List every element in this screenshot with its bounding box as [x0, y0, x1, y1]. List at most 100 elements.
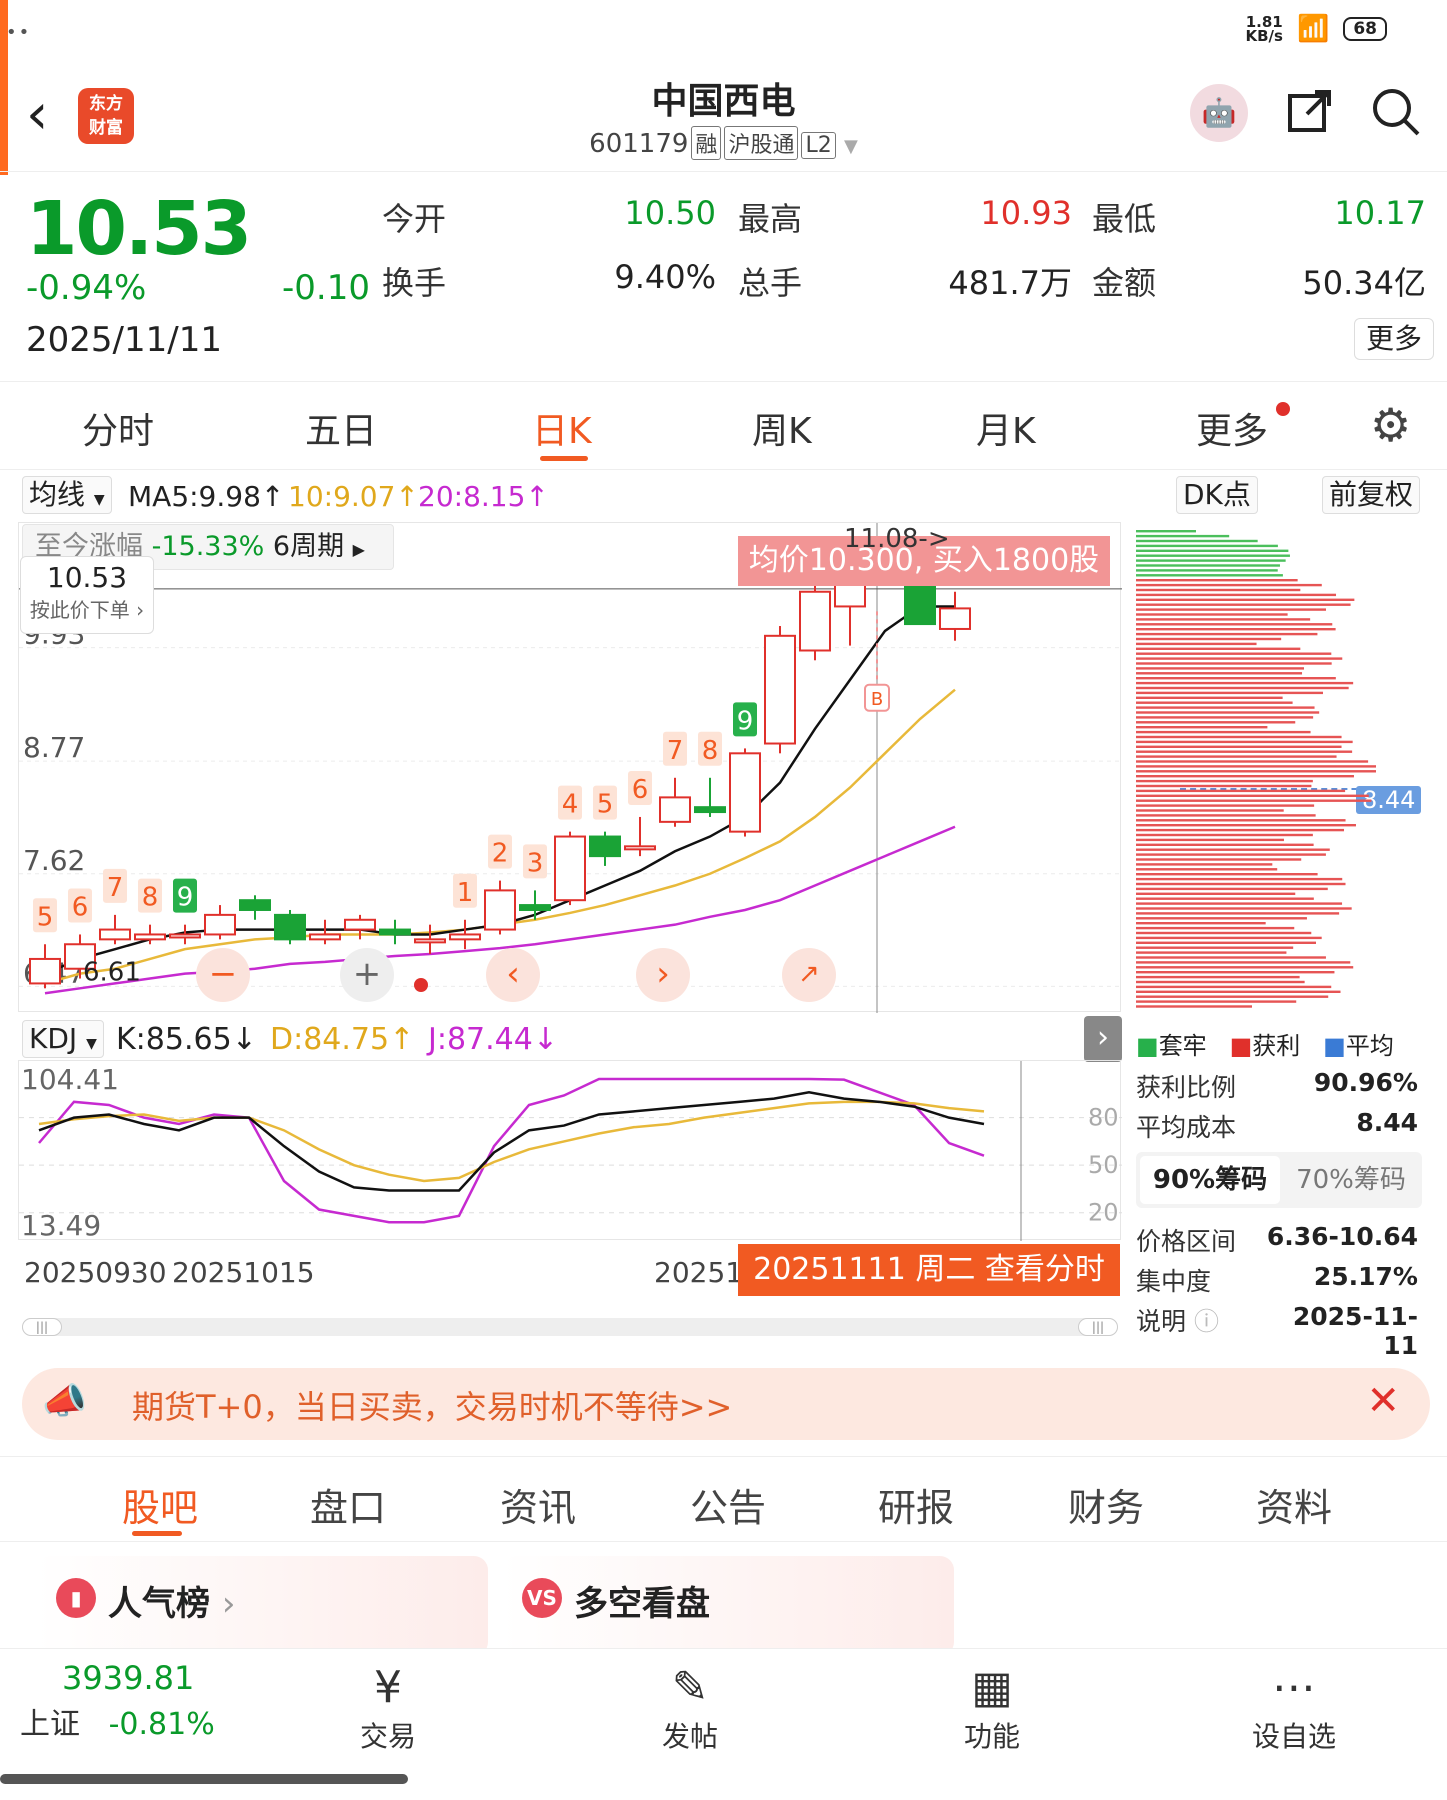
nav-functions[interactable]: ▦ 功能	[922, 1661, 1062, 1755]
chip-bar	[1136, 887, 1328, 891]
view-intraday-bar[interactable]: 20251111 周二 查看分时 >	[738, 1244, 1120, 1339]
content-tabs: 股吧 盘口 资讯 公告 研报 财务 资料	[0, 1456, 1447, 1542]
fullscreen-icon[interactable]: ↗	[782, 948, 836, 1002]
tab-more[interactable]: 更多	[1196, 411, 1269, 452]
ma20-value: 20:8.15↑	[418, 480, 549, 513]
candle	[799, 547, 831, 661]
chip-bar	[1136, 779, 1313, 783]
scroll-handle-left[interactable]: |||	[22, 1318, 62, 1336]
sequence-marker-label: 7	[107, 873, 124, 903]
chip-bar	[1136, 618, 1311, 621]
stock-code-row[interactable]: 601179 融沪股通 L2 ▼	[0, 126, 1447, 160]
chip-bar	[1136, 760, 1369, 763]
chip-bar	[1136, 1005, 1253, 1008]
zoom-in-icon[interactable]: +	[340, 948, 394, 1002]
sequence-marker-label: 8	[702, 736, 719, 766]
sequence-marker-bg	[733, 702, 757, 737]
chip-tab-70[interactable]: 70%筹码	[1296, 1165, 1406, 1195]
kdj-min-label: 13.49	[21, 1209, 101, 1241]
share-icon[interactable]	[1285, 86, 1335, 147]
kline-svg[interactable]: 9.938.777.626.4756789123456789B6.61	[19, 523, 1122, 1013]
ma10-value: 10:9.07↑	[288, 480, 419, 513]
chip-bar	[1136, 907, 1352, 910]
sequence-marker-label: 6	[72, 892, 89, 922]
close-icon[interactable]: ✕	[1366, 1378, 1400, 1424]
chip-bar	[1136, 711, 1320, 714]
long-short-title: 多空看盘	[574, 1584, 710, 1624]
chip-bar	[1136, 662, 1332, 665]
tab-guba[interactable]: 股吧	[122, 1486, 199, 1530]
chip-tab-90[interactable]: 90%筹码	[1140, 1156, 1280, 1204]
nav-watchlist[interactable]: ⋯ 设自选	[1224, 1661, 1364, 1755]
popularity-card[interactable]: ▮ 人气榜 ›	[36, 1556, 488, 1656]
nav-trade[interactable]: ¥ 交易	[318, 1661, 458, 1755]
event-dot	[414, 978, 428, 992]
tab-weekly-k[interactable]: 周K	[752, 411, 812, 452]
sequence-marker-bg	[33, 898, 57, 933]
tab-daily-k[interactable]: 日K	[532, 411, 592, 452]
kline-chart[interactable]: 9.938.777.626.4756789123456789B6.61	[18, 522, 1122, 1013]
chip-bar	[1136, 588, 1301, 592]
kdj-selector[interactable]: KDJ ▼	[22, 1020, 104, 1058]
kdj-svg[interactable]: 80 50 20 104.41 13.49	[19, 1061, 1122, 1242]
gear-icon[interactable]: ⚙	[1370, 398, 1412, 452]
range-change-box[interactable]: 至今涨幅 -15.33% 6周期 ▶	[22, 524, 394, 570]
buy-marker	[864, 683, 890, 712]
back-icon[interactable]: ‹	[26, 82, 49, 147]
indicator-selector[interactable]: 均线 ▼	[22, 476, 112, 514]
tab-news[interactable]: 资讯	[500, 1486, 577, 1530]
tab-orderbook[interactable]: 盘口	[310, 1486, 387, 1530]
sequence-marker-bg	[628, 770, 652, 805]
chip-bar	[1136, 667, 1305, 670]
chart-scrollbar[interactable]: ||| |||	[22, 1318, 1118, 1336]
nav-post[interactable]: ✎ 发帖	[620, 1661, 760, 1755]
zoom-out-icon[interactable]: −	[196, 948, 250, 1002]
candle	[134, 924, 166, 945]
dk-point-button[interactable]: DK点	[1176, 476, 1258, 514]
kdj-k-line	[38, 1091, 985, 1192]
notification-dot	[1276, 402, 1290, 416]
chip-bar	[1136, 628, 1336, 631]
chip-bar	[1136, 672, 1303, 675]
ma5-value: MA5:9.98↑	[128, 480, 285, 513]
index-ticker[interactable]: 3939.81 上证 -0.81%	[20, 1659, 260, 1743]
chip-bar	[1136, 549, 1289, 552]
app-logo[interactable]: 东方 财富	[78, 88, 134, 144]
tab-research[interactable]: 研报	[878, 1486, 955, 1530]
chip-bar	[1136, 946, 1294, 949]
adjust-button[interactable]: 前复权	[1322, 476, 1421, 514]
open-value: 10.50	[624, 194, 716, 232]
chip-bar	[1136, 858, 1302, 861]
y-axis-label: 7.62	[23, 844, 85, 877]
order-at-price-box[interactable]: 10.53 按此价下单 ›	[20, 556, 154, 634]
turnover-label: 换手	[382, 264, 447, 302]
kdj-max-label: 104.41	[21, 1063, 119, 1096]
chip-bar	[1136, 583, 1322, 587]
scroll-left-icon[interactable]: ‹	[486, 948, 540, 1002]
candle-body	[904, 578, 936, 626]
scroll-right-icon[interactable]: ›	[636, 948, 690, 1002]
candle-body	[764, 634, 796, 745]
tab-monthly-k[interactable]: 月K	[976, 411, 1036, 452]
more-quote-button[interactable]: 更多	[1354, 318, 1434, 360]
price-range-label: 价格区间	[1136, 1227, 1237, 1256]
tab-intraday[interactable]: 分时	[82, 411, 155, 452]
promo-banner[interactable]: 📣 期货T+0，当日买卖，交易时机不等待>> ✕	[22, 1368, 1430, 1440]
scroll-handle-right[interactable]: |||	[1078, 1318, 1118, 1336]
chevron-right-icon[interactable]: ›	[1084, 1016, 1122, 1062]
search-icon[interactable]	[1370, 86, 1422, 149]
robot-assistant-icon[interactable]: 🤖	[1190, 84, 1248, 142]
low-value: 10.17	[1334, 194, 1426, 232]
sequence-marker: 5	[593, 785, 617, 820]
chevron-down-icon[interactable]: ▼	[843, 136, 858, 157]
kdj-chart[interactable]: 80 50 20 104.41 13.49	[18, 1060, 1122, 1242]
kdj-level-label: 80	[1088, 1104, 1119, 1132]
chip-bar	[1136, 623, 1333, 626]
tab-finance[interactable]: 财务	[1068, 1486, 1145, 1530]
sequence-marker-label: 3	[527, 848, 544, 878]
tab-announcements[interactable]: 公告	[690, 1486, 767, 1530]
tab-five-day[interactable]: 五日	[305, 411, 378, 452]
tab-profile[interactable]: 资料	[1256, 1486, 1333, 1530]
concentration-value: 25.17%	[1313, 1262, 1418, 1291]
long-short-card[interactable]: VS 多空看盘	[502, 1556, 954, 1656]
